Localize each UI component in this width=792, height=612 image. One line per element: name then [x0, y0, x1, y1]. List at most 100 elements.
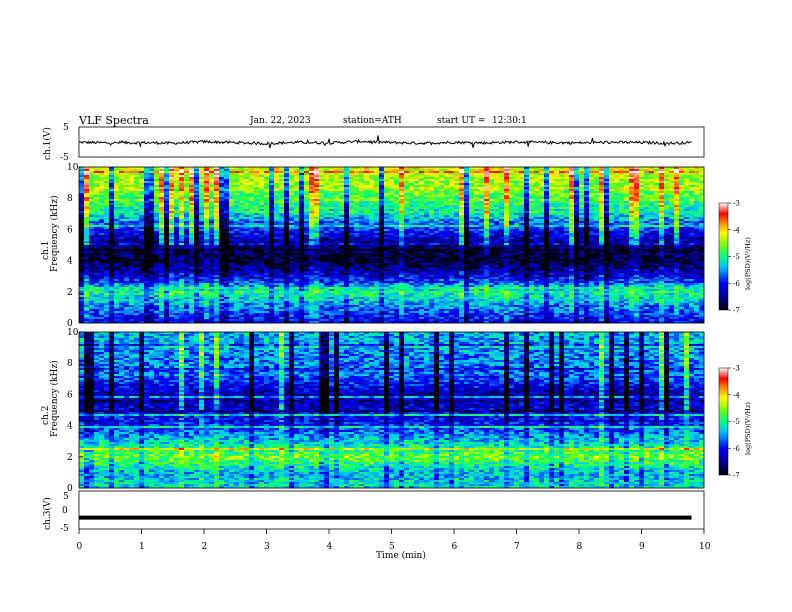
spectrogram-cell — [569, 223, 575, 226]
spectrogram-cell — [234, 215, 240, 218]
spectrogram-cell — [609, 229, 615, 232]
spectrogram-cell — [439, 193, 445, 196]
spectrogram-cell — [404, 227, 410, 230]
spectrogram-cell — [444, 177, 450, 180]
spectrogram-cell — [649, 229, 655, 232]
spectrogram-cell — [339, 213, 345, 216]
spectrogram-cell — [444, 201, 450, 204]
spectrogram-cell — [229, 227, 235, 230]
spectrogram-cell — [604, 181, 610, 184]
spectrogram-cell — [314, 245, 320, 248]
spectrogram-cell — [559, 181, 565, 184]
spectrogram-cell — [349, 181, 355, 184]
spectrogram-cell — [104, 245, 110, 248]
spectrogram-cell — [99, 167, 105, 170]
spectrogram-cell — [384, 193, 390, 196]
spectrogram-cell — [534, 231, 540, 234]
spectrogram-cell — [514, 231, 520, 234]
spectrogram-cell — [344, 231, 350, 234]
spectrogram-cell — [339, 233, 345, 236]
ch1-ytick-top: 5 — [63, 123, 69, 133]
spectrogram-cell — [359, 209, 365, 212]
spectrogram-cell — [534, 219, 540, 222]
spectrogram-cell — [509, 193, 515, 196]
spectrogram-cell — [674, 233, 680, 236]
spectrogram-cell — [274, 239, 280, 242]
spectrogram-cell — [414, 183, 420, 186]
spectrogram-cell — [279, 189, 285, 192]
spectrogram-cell — [254, 179, 260, 182]
spectrogram-cell — [459, 207, 465, 210]
spectrogram-cell — [654, 235, 660, 238]
spectrogram-cell — [204, 197, 210, 200]
spectrogram-cell — [129, 185, 135, 188]
spectrogram-cell — [344, 237, 350, 240]
spectrogram-cell — [394, 225, 400, 228]
spectrogram-cell — [664, 221, 670, 224]
spectrogram-cell — [329, 201, 335, 204]
spectrogram-cell — [129, 241, 135, 244]
spectrogram-cell — [474, 207, 480, 210]
spectrogram-cell — [114, 195, 120, 198]
spectrogram-cell — [519, 193, 525, 196]
spectrogram-cell — [204, 241, 210, 244]
spectrogram-cell — [354, 185, 360, 188]
spectrogram-cell — [354, 199, 360, 202]
spectrogram-cell — [179, 209, 185, 212]
spectrogram-cell — [434, 179, 440, 182]
spectrogram-cell — [474, 185, 480, 188]
spectrogram-cell — [689, 185, 695, 188]
spectrogram-cell — [484, 221, 490, 224]
spectrogram-cell — [489, 221, 495, 224]
spectrogram-cell — [104, 167, 110, 170]
spectrogram-cell — [634, 209, 640, 212]
spectrogram-cell — [274, 229, 280, 232]
spectrogram-cell — [114, 173, 120, 176]
spectrogram-cell — [489, 241, 495, 244]
spectrogram-cell — [199, 231, 205, 234]
spectrogram-cell — [454, 229, 460, 232]
spectrogram-cell — [99, 221, 105, 224]
spectrogram-cell — [284, 177, 290, 180]
spectrogram-cell — [679, 233, 685, 236]
spectrogram-cell — [539, 193, 545, 196]
spectrogram-cell — [99, 225, 105, 228]
spectrogram-cell — [169, 171, 175, 174]
spectrogram-cell — [264, 223, 270, 226]
spectrogram-cell — [464, 239, 470, 242]
spectrogram-cell — [509, 197, 515, 200]
spectrogram-cell — [154, 245, 160, 248]
spectrogram-cell — [424, 177, 430, 180]
spectrogram-cell — [279, 239, 285, 242]
spectrogram-cell — [139, 219, 145, 222]
spectrogram-cell — [539, 207, 545, 210]
spectrogram-cell — [304, 199, 310, 202]
spectrogram-cell — [324, 167, 330, 170]
spectrogram-cell — [674, 175, 680, 178]
spectrogram-cell — [424, 235, 430, 238]
spectrogram-cell — [574, 199, 580, 202]
spectrogram-cell — [189, 233, 195, 236]
spectrogram-cell — [589, 235, 595, 238]
spectrogram-cell — [454, 221, 460, 224]
spectrogram-cell — [659, 171, 665, 174]
spectrogram-cell — [684, 189, 690, 192]
spectrogram-cell — [609, 171, 615, 174]
spectrogram-cell — [684, 195, 690, 198]
spectrogram-cell — [299, 203, 305, 206]
spectrogram-cell — [159, 231, 165, 234]
spectrogram-cell — [459, 183, 465, 186]
spectrogram-cell — [649, 189, 655, 192]
spectrogram-cell — [274, 191, 280, 194]
spectrogram-cell — [429, 189, 435, 192]
spectrogram-cell — [99, 213, 105, 216]
spectrogram-cell — [79, 221, 85, 224]
spectrogram-cell — [424, 195, 430, 198]
spectrogram-cell — [184, 193, 190, 196]
spectrogram-cell — [669, 191, 675, 194]
spectrogram-cell — [449, 233, 455, 236]
spectrogram-cell — [679, 189, 685, 192]
spectrogram-cell — [284, 229, 290, 232]
spectrogram-cell — [219, 245, 225, 248]
spectrogram-cell — [149, 229, 155, 232]
